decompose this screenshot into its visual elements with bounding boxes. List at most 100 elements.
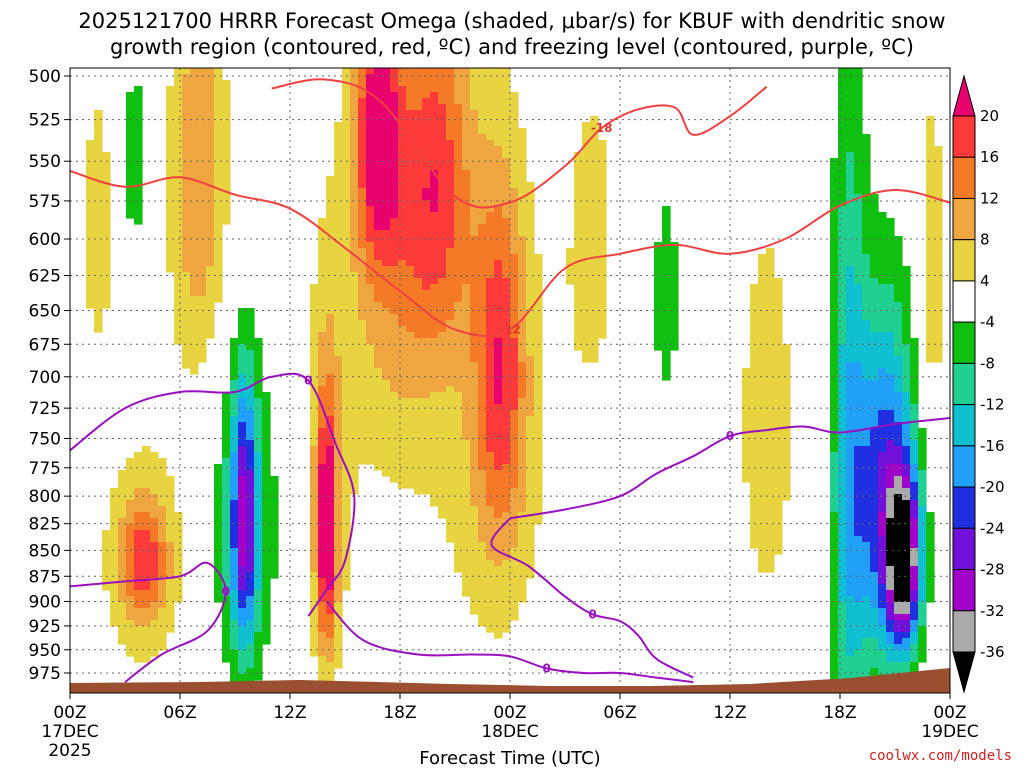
omega-cell — [510, 224, 519, 231]
omega-cell — [214, 224, 223, 231]
omega-cell — [510, 104, 519, 111]
omega-cell — [462, 554, 471, 561]
omega-cell — [262, 638, 271, 645]
omega-cell — [134, 476, 143, 483]
omega-cell — [222, 548, 231, 555]
omega-cell — [494, 458, 503, 465]
omega-cell — [878, 554, 887, 561]
omega-cell — [774, 428, 783, 435]
omega-cell — [342, 566, 351, 573]
omega-cell — [590, 194, 599, 201]
omega-cell — [462, 506, 471, 513]
omega-cell — [430, 338, 439, 345]
omega-cell — [502, 152, 511, 159]
omega-cell — [414, 224, 423, 231]
omega-cell — [854, 254, 863, 261]
omega-cell — [262, 590, 271, 597]
omega-cell — [174, 266, 183, 273]
omega-cell — [918, 506, 927, 513]
omega-cell — [526, 386, 535, 393]
omega-cell — [398, 428, 407, 435]
omega-cell — [238, 524, 247, 531]
omega-cell — [334, 464, 343, 471]
omega-cell — [454, 398, 463, 405]
omega-cell — [830, 260, 839, 267]
omega-cell — [654, 278, 663, 285]
omega-cell — [534, 494, 543, 501]
omega-cell — [166, 206, 175, 213]
omega-cell — [830, 332, 839, 339]
omega-cell — [518, 302, 527, 309]
omega-cell — [502, 524, 511, 531]
omega-cell — [870, 308, 879, 315]
omega-cell — [758, 272, 767, 279]
omega-cell — [862, 182, 871, 189]
omega-cell — [582, 356, 591, 363]
omega-cell — [334, 146, 343, 153]
omega-cell — [102, 578, 111, 585]
omega-cell — [438, 68, 447, 75]
omega-cell — [238, 662, 247, 669]
omega-cell — [358, 182, 367, 189]
omega-cell — [470, 530, 479, 537]
omega-cell — [158, 536, 167, 543]
omega-cell — [182, 296, 191, 303]
omega-cell — [334, 536, 343, 543]
omega-cell — [174, 170, 183, 177]
omega-cell — [430, 482, 439, 489]
omega-cell — [390, 260, 399, 267]
omega-cell — [486, 164, 495, 171]
omega-cell — [326, 560, 335, 567]
omega-cell — [510, 128, 519, 135]
omega-cell — [230, 566, 239, 573]
omega-cell — [918, 560, 927, 567]
omega-cell — [334, 176, 343, 183]
omega-cell — [94, 176, 103, 183]
omega-cell — [486, 518, 495, 525]
omega-cell — [206, 326, 215, 333]
omega-cell — [454, 458, 463, 465]
omega-cell — [494, 446, 503, 453]
omega-cell — [110, 620, 119, 627]
omega-cell — [910, 380, 919, 387]
omega-cell — [414, 206, 423, 213]
omega-cell — [926, 578, 935, 585]
omega-cell — [470, 398, 479, 405]
omega-cell — [886, 218, 895, 225]
omega-cell — [182, 68, 191, 75]
omega-cell — [766, 332, 775, 339]
omega-cell — [878, 338, 887, 345]
omega-cell — [174, 134, 183, 141]
omega-cell — [246, 380, 255, 387]
omega-cell — [126, 614, 135, 621]
omega-cell — [870, 314, 879, 321]
omega-cell — [318, 266, 327, 273]
omega-cell — [478, 560, 487, 567]
omega-cell — [334, 590, 343, 597]
omega-cell — [862, 446, 871, 453]
omega-cell — [382, 254, 391, 261]
omega-cell — [742, 434, 751, 441]
omega-cell — [574, 236, 583, 243]
omega-cell — [830, 248, 839, 255]
omega-cell — [766, 272, 775, 279]
omega-cell — [166, 530, 175, 537]
omega-cell — [206, 302, 215, 309]
omega-cell — [270, 524, 279, 531]
omega-cell — [342, 326, 351, 333]
omega-cell — [118, 638, 127, 645]
omega-cell — [486, 368, 495, 375]
omega-cell — [310, 542, 319, 549]
omega-cell — [462, 212, 471, 219]
omega-cell — [518, 542, 527, 549]
omega-cell — [894, 440, 903, 447]
omega-cell — [406, 200, 415, 207]
omega-cell — [862, 230, 871, 237]
omega-cell — [582, 212, 591, 219]
omega-cell — [166, 572, 175, 579]
omega-cell — [886, 656, 895, 663]
omega-cell — [510, 284, 519, 291]
omega-cell — [142, 530, 151, 537]
omega-cell — [134, 188, 143, 195]
omega-cell — [94, 206, 103, 213]
